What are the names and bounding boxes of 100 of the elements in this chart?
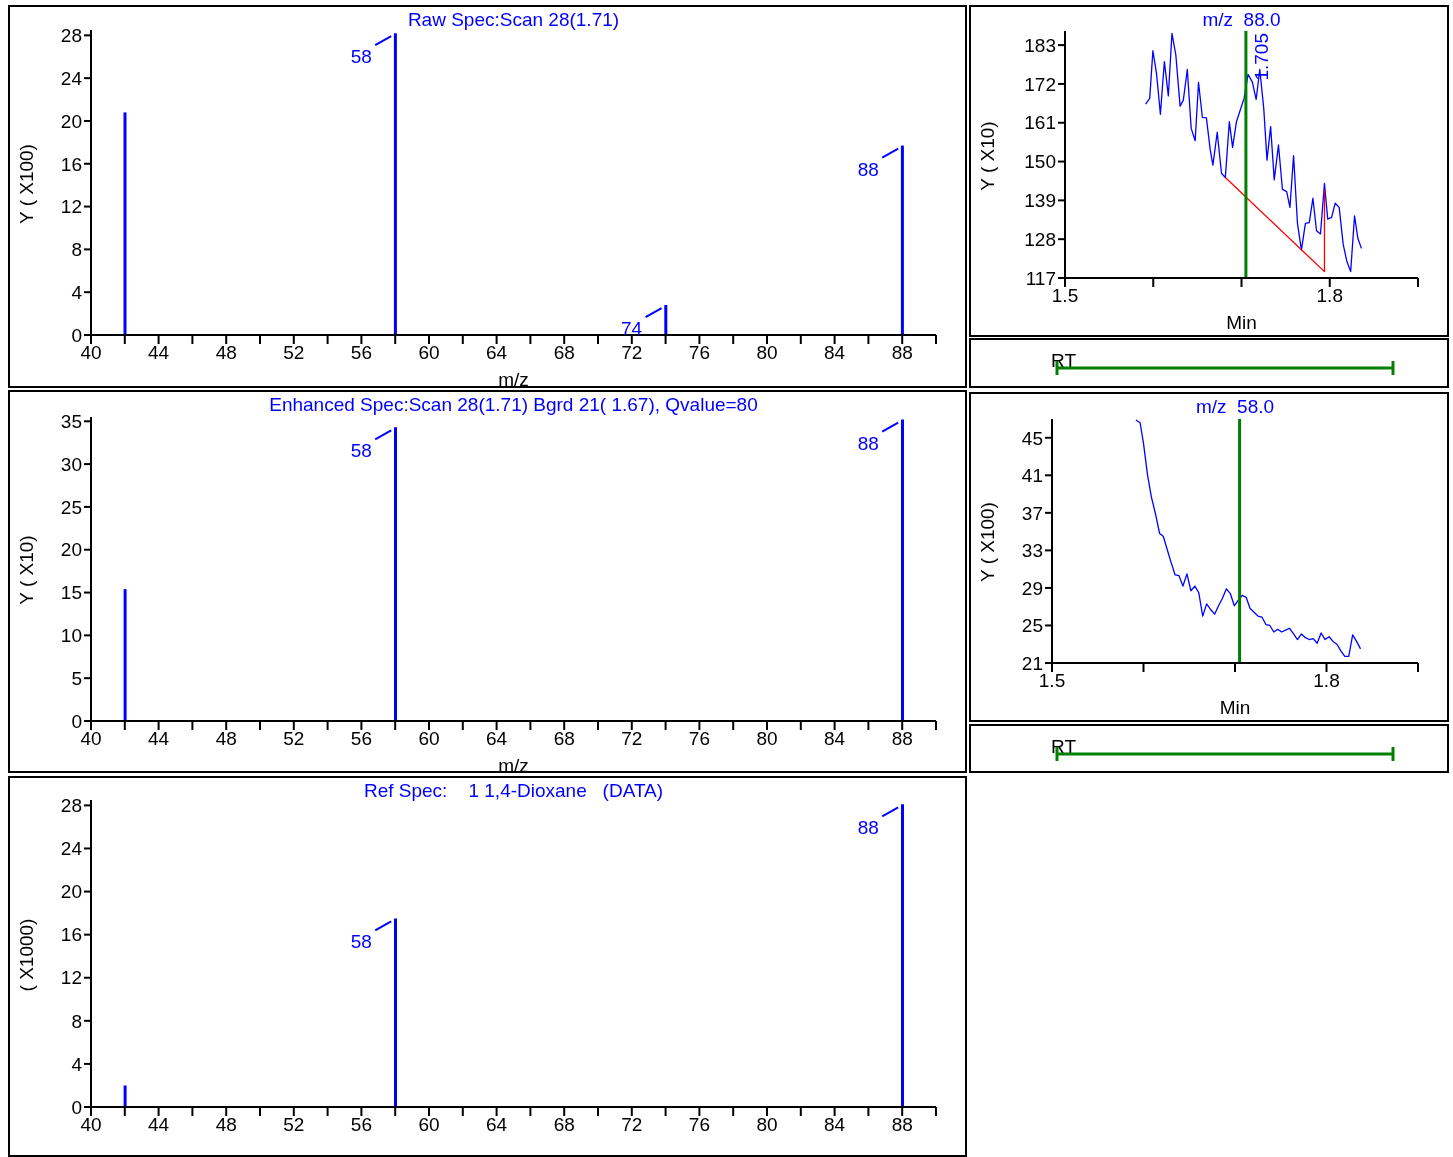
y-tick-label: 25 bbox=[1021, 615, 1043, 637]
y-tick-label: 35 bbox=[60, 411, 82, 433]
y-tick-label: 29 bbox=[1021, 577, 1043, 599]
ref-line-label: 1.705 bbox=[1250, 33, 1272, 81]
x-tick-label: 80 bbox=[756, 342, 778, 364]
y-tick-label: 128 bbox=[1024, 228, 1056, 250]
x-tick-label: 72 bbox=[621, 342, 643, 364]
y-tick-label: 28 bbox=[60, 25, 82, 47]
y-tick-label: 20 bbox=[60, 539, 82, 561]
y-tick-label: 24 bbox=[60, 67, 83, 89]
x-tick-label: 56 bbox=[350, 728, 372, 750]
x-tick-label: 84 bbox=[824, 728, 846, 750]
bar bbox=[901, 804, 904, 1107]
x-tick-label: 64 bbox=[486, 1114, 508, 1136]
x-tick-label: 52 bbox=[283, 1114, 305, 1136]
y-tick-label: 8 bbox=[71, 239, 82, 261]
bar bbox=[123, 112, 127, 335]
annotation: 88 bbox=[857, 158, 879, 180]
x-tick-label: 1.8 bbox=[1313, 670, 1340, 692]
x-tick-label: 88 bbox=[891, 728, 913, 750]
text: RT bbox=[1051, 350, 1076, 372]
annotation: 88 bbox=[857, 432, 879, 454]
x-tick-label: 84 bbox=[824, 1114, 846, 1136]
y-tick-label: 4 bbox=[71, 1053, 83, 1075]
y-tick-label: 37 bbox=[1021, 502, 1043, 524]
text: RT bbox=[1051, 736, 1076, 758]
bar bbox=[393, 33, 397, 335]
y-tick-label: 20 bbox=[60, 110, 82, 132]
line-series bbox=[1135, 419, 1362, 658]
chart-title: Raw Spec:Scan 28(1.71) bbox=[406, 9, 621, 31]
chart-title: m/z 58.0 bbox=[1194, 396, 1276, 418]
y-tick-label: 0 bbox=[71, 710, 82, 732]
bar bbox=[123, 589, 127, 721]
y-tick-label: 16 bbox=[60, 153, 82, 175]
x-tick-label: 52 bbox=[283, 342, 305, 364]
y-axis-title: Y ( X10) bbox=[977, 119, 999, 193]
x-tick-label: 60 bbox=[418, 728, 440, 750]
y-tick-label: 139 bbox=[1024, 190, 1056, 212]
chart-title: Ref Spec: 1 1,4-Dioxane (DATA) bbox=[362, 780, 665, 802]
annotation: 88 bbox=[857, 817, 879, 839]
x-tick-label: 40 bbox=[80, 342, 102, 364]
x-tick-label: 44 bbox=[148, 342, 170, 364]
y-tick-label: 5 bbox=[71, 667, 82, 689]
x-tick-label: 76 bbox=[688, 728, 710, 750]
x-tick-label: 1.8 bbox=[1316, 285, 1343, 307]
x-tick-label: 76 bbox=[688, 342, 710, 364]
y-tick-label: 45 bbox=[1021, 427, 1043, 449]
y-axis-title: Y ( X10) bbox=[16, 534, 38, 607]
annotation: 58 bbox=[350, 46, 372, 68]
y-tick-label: 10 bbox=[60, 625, 82, 647]
bar bbox=[123, 1085, 127, 1107]
x-tick-label: 56 bbox=[350, 342, 372, 364]
x-tick-label: 56 bbox=[350, 1114, 372, 1136]
x-tick-label: 88 bbox=[891, 1114, 913, 1136]
y-tick-label: 15 bbox=[60, 582, 82, 604]
y-tick-label: 150 bbox=[1024, 151, 1056, 173]
y-tick-label: 183 bbox=[1024, 34, 1056, 56]
y-tick-label: 28 bbox=[60, 795, 82, 817]
annotation: 58 bbox=[350, 440, 372, 462]
x-tick-label: 68 bbox=[553, 1114, 575, 1136]
x-tick-label: 52 bbox=[283, 728, 305, 750]
y-tick-label: 0 bbox=[71, 324, 82, 346]
y-axis-title: Y ( X100) bbox=[16, 142, 38, 226]
bar bbox=[394, 427, 397, 721]
x-tick-label: 60 bbox=[418, 1114, 440, 1136]
line-series bbox=[1145, 32, 1363, 273]
annotation: 74 bbox=[621, 318, 643, 340]
x-axis-title: Min bbox=[1218, 697, 1252, 719]
x-tick-label: 40 bbox=[80, 1114, 102, 1136]
y-tick-label: 25 bbox=[60, 496, 82, 518]
y-tick-label: 8 bbox=[71, 1010, 82, 1032]
x-tick-label: 48 bbox=[215, 1114, 237, 1136]
bar bbox=[664, 305, 668, 335]
y-tick-label: 20 bbox=[60, 881, 82, 903]
y-tick-label: 0 bbox=[71, 1096, 82, 1118]
x-tick-label: 88 bbox=[891, 342, 913, 364]
x-tick-label: 68 bbox=[553, 342, 575, 364]
y-tick-label: 16 bbox=[60, 924, 82, 946]
y-tick-label: 24 bbox=[60, 838, 83, 860]
x-tick-label: 44 bbox=[148, 1114, 170, 1136]
chart-title: m/z 88.0 bbox=[1201, 9, 1282, 31]
y-axis-title: Y ( X100) bbox=[977, 501, 999, 584]
y-axis-title: ( X1000) bbox=[16, 917, 38, 993]
x-tick-label: 48 bbox=[215, 728, 237, 750]
y-tick-label: 172 bbox=[1024, 73, 1056, 95]
bar bbox=[900, 145, 904, 335]
y-tick-label: 161 bbox=[1024, 112, 1056, 134]
y-tick-label: 12 bbox=[60, 196, 82, 218]
x-tick-label: 60 bbox=[418, 342, 440, 364]
y-tick-label: 30 bbox=[60, 453, 82, 475]
y-tick-label: 33 bbox=[1021, 540, 1043, 562]
x-tick-label: 64 bbox=[486, 728, 508, 750]
y-tick-label: 41 bbox=[1021, 465, 1043, 487]
x-tick-label: 84 bbox=[824, 342, 846, 364]
x-tick-label: 68 bbox=[553, 728, 575, 750]
x-axis-title: m/z bbox=[497, 369, 530, 391]
x-tick-label: 80 bbox=[756, 1114, 778, 1136]
y-tick-label: 4 bbox=[71, 281, 83, 303]
annotation: 58 bbox=[350, 931, 372, 953]
x-tick-label: 48 bbox=[215, 342, 237, 364]
